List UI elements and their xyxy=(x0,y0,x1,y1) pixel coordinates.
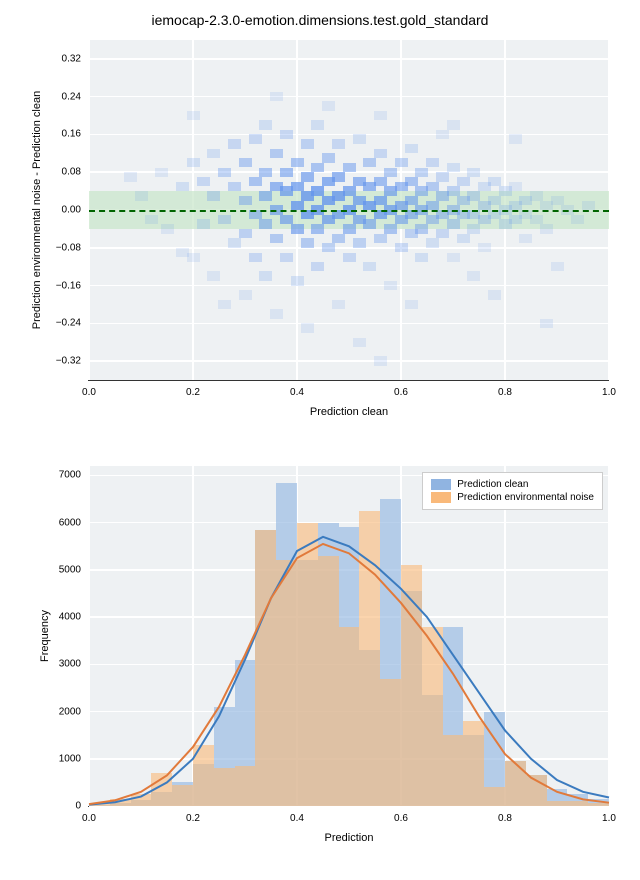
legend-label-noise: Prediction environmental noise xyxy=(457,492,594,503)
y-axis-label: Frequency xyxy=(39,610,51,662)
legend-swatch-noise xyxy=(431,492,451,503)
legend-item-noise: Prediction environmental noise xyxy=(431,492,594,503)
legend: Prediction clean Prediction environmenta… xyxy=(422,472,603,510)
legend-label-clean: Prediction clean xyxy=(457,479,528,490)
legend-swatch-clean xyxy=(431,479,451,490)
x-axis-label: Prediction clean xyxy=(310,406,388,418)
legend-item-clean: Prediction clean xyxy=(431,479,594,490)
zero-reference-line xyxy=(89,210,609,212)
figure: iemocap-2.3.0-emotion.dimensions.test.go… xyxy=(0,0,640,880)
figure-title: iemocap-2.3.0-emotion.dimensions.test.go… xyxy=(0,12,640,28)
histogram-panel: 0.00.20.40.60.81.0 010002000300040005000… xyxy=(88,466,609,807)
scatter-heatmap-panel: 0.00.20.40.60.81.0 −0.32−0.24−0.16−0.080… xyxy=(88,40,609,381)
kde-curves xyxy=(89,466,609,806)
y-axis-label: Prediction environmental noise - Predict… xyxy=(31,91,43,329)
x-axis-label: Prediction xyxy=(325,832,374,844)
